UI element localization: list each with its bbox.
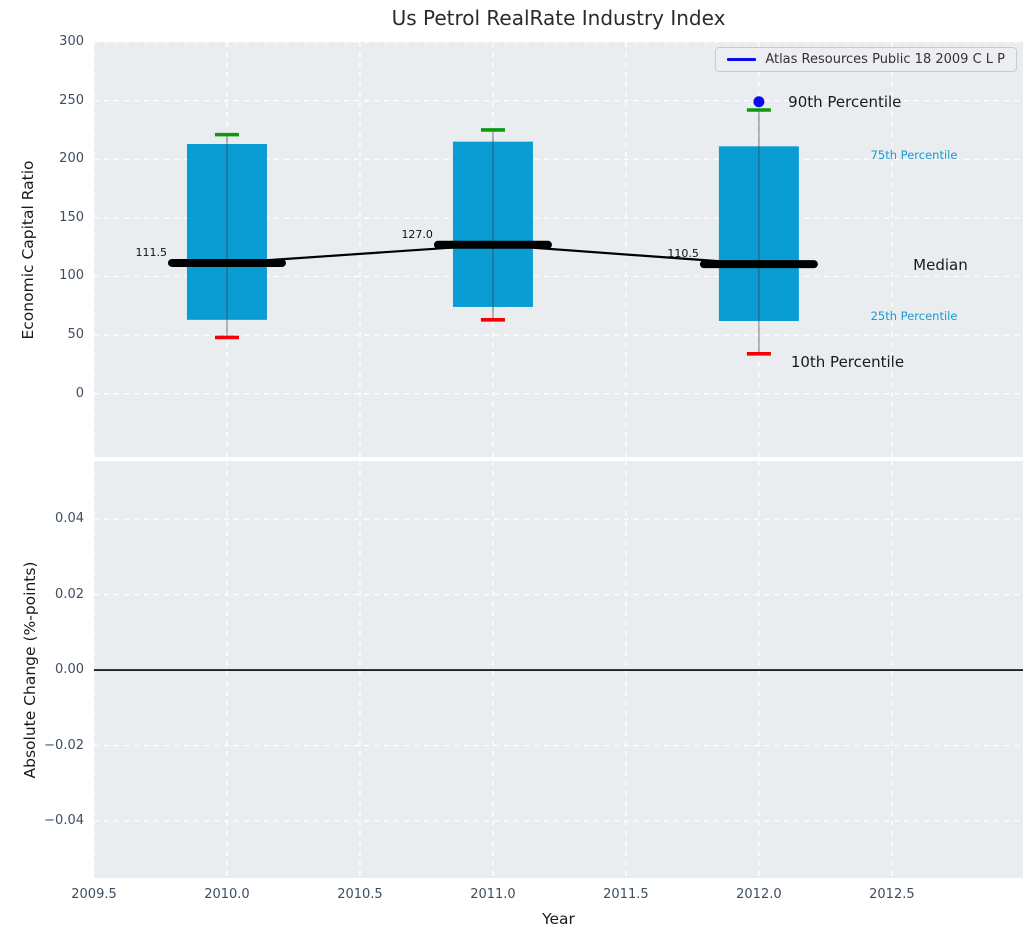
y-tick-label: 250 <box>59 92 84 108</box>
legend-line-icon <box>727 58 757 61</box>
x-tick-label: 2012.5 <box>869 887 915 902</box>
y-tick-label: 150 <box>59 209 84 225</box>
y-tick-label: −0.04 <box>44 813 84 829</box>
x-tick-label: 2011.5 <box>603 887 649 902</box>
median-value-label: 127.0 <box>401 228 433 241</box>
y-tick-label: 300 <box>59 34 84 49</box>
y-tick-label: 0.04 <box>55 511 84 527</box>
x-tick-label: 2011.0 <box>470 887 516 902</box>
median-value-label: 110.5 <box>667 247 699 260</box>
x-tick-label: 2010.0 <box>204 887 250 902</box>
annotation-75th-percentile: 75th Percentile <box>870 147 958 162</box>
annotation-90th-percentile: 90th Percentile <box>788 92 902 111</box>
chart-title: Us Petrol RealRate Industry Index <box>391 6 726 30</box>
change-canvas <box>94 461 1023 878</box>
x-tick-label: 2012.0 <box>736 887 782 902</box>
y-tick-label: 0.00 <box>55 662 84 678</box>
top-plot-area: 111.5 127.0 110.5 Atlas Resources Public 1… <box>94 42 1023 457</box>
top-y-axis-label: Economic Capital Ratio <box>19 160 37 340</box>
boxplot-canvas: 111.5 127.0 110.5 <box>94 42 1023 457</box>
x-tick-label: 2009.5 <box>71 887 117 902</box>
x-tick-label: 2010.5 <box>337 887 383 902</box>
legend: Atlas Resources Public 18 2009 C L P <box>715 47 1017 72</box>
y-tick-label: 50 <box>67 327 84 343</box>
x-axis-label: Year <box>542 910 575 928</box>
y-tick-label: 0 <box>75 385 84 401</box>
median-value-label: 111.5 <box>135 246 167 259</box>
bottom-plot-area <box>94 461 1023 878</box>
y-tick-label: 100 <box>59 268 84 284</box>
legend-label: Atlas Resources Public 18 2009 C L P <box>765 52 1005 67</box>
annotation-25th-percentile: 25th Percentile <box>870 309 958 324</box>
y-tick-label: −0.02 <box>44 737 84 753</box>
annotation-10th-percentile: 10th Percentile <box>790 353 905 372</box>
annotation-median: Median <box>913 255 968 274</box>
company-dot <box>753 96 765 108</box>
y-tick-label: 200 <box>59 151 84 167</box>
y-tick-label: 0.02 <box>55 586 84 602</box>
